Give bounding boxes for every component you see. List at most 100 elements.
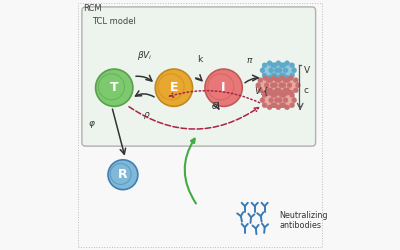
Text: I: I: [221, 81, 226, 94]
Circle shape: [293, 78, 298, 82]
Circle shape: [271, 103, 276, 108]
Circle shape: [280, 92, 284, 98]
Circle shape: [279, 62, 295, 78]
Circle shape: [267, 60, 272, 66]
Circle shape: [296, 83, 300, 88]
Circle shape: [267, 90, 272, 96]
Circle shape: [290, 92, 294, 98]
Circle shape: [284, 75, 290, 80]
Circle shape: [260, 98, 265, 102]
Circle shape: [205, 69, 242, 106]
Circle shape: [284, 105, 290, 110]
Circle shape: [283, 78, 288, 82]
Circle shape: [276, 75, 281, 80]
Circle shape: [260, 68, 265, 73]
Text: $\beta V_i$: $\beta V_i$: [137, 48, 152, 62]
Circle shape: [292, 68, 297, 73]
Circle shape: [276, 105, 281, 110]
Circle shape: [266, 77, 282, 93]
Circle shape: [269, 98, 274, 102]
Circle shape: [272, 103, 277, 108]
Text: c: c: [304, 86, 309, 95]
Circle shape: [96, 69, 133, 106]
Text: R: R: [118, 168, 128, 181]
Circle shape: [284, 90, 290, 96]
Circle shape: [98, 74, 124, 100]
Text: $V_i\{$: $V_i\{$: [254, 85, 269, 98]
Text: $\varphi$: $\varphi$: [88, 120, 96, 130]
Circle shape: [283, 98, 288, 102]
Circle shape: [276, 88, 282, 93]
Circle shape: [290, 73, 294, 78]
Circle shape: [285, 78, 290, 82]
Circle shape: [256, 83, 261, 88]
Circle shape: [271, 63, 276, 68]
Circle shape: [278, 83, 284, 88]
Text: $\rho$: $\rho$: [143, 110, 150, 120]
Text: Neutralizing
antibodies: Neutralizing antibodies: [280, 211, 328, 231]
Circle shape: [280, 90, 285, 95]
Circle shape: [262, 63, 267, 68]
Circle shape: [280, 103, 284, 108]
Circle shape: [110, 164, 131, 184]
Text: $\pi$: $\pi$: [246, 56, 254, 65]
Circle shape: [263, 76, 268, 80]
Circle shape: [208, 74, 234, 100]
Circle shape: [277, 98, 282, 102]
Circle shape: [290, 63, 294, 68]
Circle shape: [158, 74, 184, 100]
Circle shape: [258, 77, 273, 93]
Circle shape: [268, 78, 273, 82]
Circle shape: [266, 88, 271, 93]
Circle shape: [280, 73, 284, 78]
Circle shape: [272, 92, 277, 98]
Circle shape: [276, 90, 281, 96]
Circle shape: [275, 78, 280, 82]
Circle shape: [272, 73, 277, 78]
Circle shape: [277, 68, 282, 73]
Text: k: k: [197, 55, 202, 64]
Text: T: T: [110, 81, 118, 94]
Circle shape: [274, 77, 290, 93]
Circle shape: [269, 68, 274, 73]
Circle shape: [281, 73, 286, 78]
Circle shape: [293, 88, 298, 93]
Circle shape: [272, 63, 277, 68]
Text: $\delta$: $\delta$: [211, 100, 218, 110]
Text: V: V: [304, 66, 310, 75]
Circle shape: [108, 160, 138, 190]
Circle shape: [288, 90, 293, 95]
Circle shape: [275, 88, 280, 93]
Circle shape: [288, 76, 293, 80]
Circle shape: [271, 73, 276, 78]
Circle shape: [281, 83, 286, 88]
Circle shape: [267, 105, 272, 110]
Circle shape: [284, 60, 290, 66]
Circle shape: [283, 88, 288, 93]
Circle shape: [262, 73, 267, 78]
Circle shape: [267, 75, 272, 80]
Circle shape: [262, 92, 278, 108]
Circle shape: [281, 63, 286, 68]
Circle shape: [258, 78, 263, 82]
Circle shape: [285, 88, 290, 93]
FancyArrowPatch shape: [185, 139, 196, 203]
Circle shape: [283, 77, 299, 93]
Circle shape: [266, 78, 271, 82]
Circle shape: [262, 103, 267, 108]
Circle shape: [155, 69, 192, 106]
Circle shape: [258, 88, 263, 93]
FancyBboxPatch shape: [82, 7, 316, 146]
Circle shape: [271, 92, 276, 98]
Circle shape: [280, 76, 285, 80]
Circle shape: [281, 92, 286, 98]
Circle shape: [276, 78, 282, 82]
Circle shape: [270, 92, 286, 108]
Circle shape: [271, 90, 276, 95]
Circle shape: [262, 92, 267, 98]
Text: E: E: [170, 81, 178, 94]
Circle shape: [272, 83, 278, 88]
Text: RCM: RCM: [83, 4, 102, 14]
Text: TCL model: TCL model: [92, 17, 136, 26]
Circle shape: [281, 103, 286, 108]
